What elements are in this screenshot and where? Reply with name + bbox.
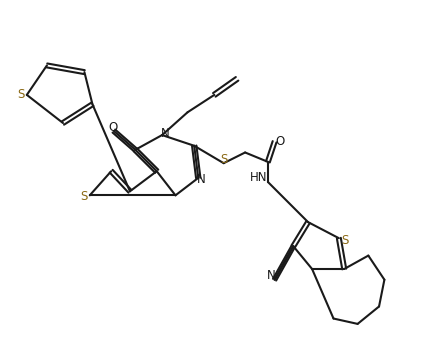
- Text: S: S: [341, 234, 348, 247]
- Text: S: S: [220, 153, 227, 166]
- Text: N: N: [197, 173, 206, 187]
- Text: N: N: [267, 269, 276, 282]
- Text: S: S: [17, 88, 24, 101]
- Text: O: O: [275, 135, 284, 148]
- Text: HN: HN: [250, 172, 268, 184]
- Text: S: S: [80, 190, 88, 203]
- Text: N: N: [161, 127, 170, 140]
- Text: O: O: [108, 120, 117, 134]
